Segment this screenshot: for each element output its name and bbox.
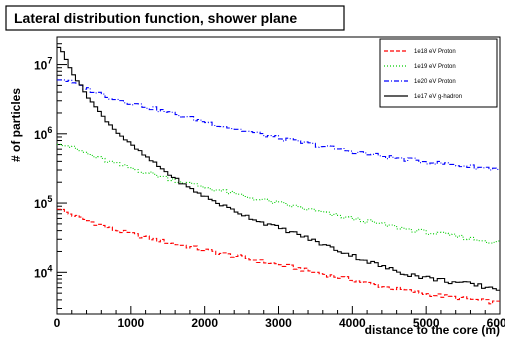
y-tick-label: 104	[34, 263, 52, 280]
data-series	[57, 46, 500, 305]
legend-label: 1e20 eV Proton	[414, 79, 456, 85]
series-line	[57, 46, 500, 291]
y-tick-labels: 104 105 106 107	[34, 56, 52, 281]
y-tick-label: 105	[34, 194, 52, 211]
legend-label: 1e19 eV Proton	[414, 64, 456, 70]
y-tick-label: 106	[34, 125, 52, 142]
x-tick-labels: 0 1000 2000 3000 4000 5000 6000	[54, 316, 505, 330]
x-tick-label: 0	[54, 316, 61, 330]
y-tick-label: 107	[34, 56, 52, 73]
legend: 1e18 eV Proton 1e19 eV Proton 1e20 eV Prot…	[379, 38, 498, 108]
x-tick-label: 6000	[487, 316, 505, 330]
x-axis-title: distance to the core (m)	[365, 323, 500, 337]
series-line	[57, 208, 500, 305]
legend-label: 1e17 eV g-hadron	[414, 94, 462, 100]
title-box	[5, 5, 345, 31]
legend-label: 1e18 eV Proton	[414, 49, 456, 55]
x-tick-label: 1000	[117, 316, 144, 330]
tick-marks	[56, 43, 501, 314]
chart-title: Lateral distribution function, shower pl…	[14, 10, 297, 26]
x-tick-label: 3000	[265, 316, 292, 330]
x-tick-label: 5000	[413, 316, 440, 330]
series-line	[57, 79, 500, 171]
x-tick-label: 2000	[191, 316, 218, 330]
legend-box	[379, 38, 498, 108]
series-line	[57, 143, 500, 244]
x-tick-label: 4000	[339, 316, 366, 330]
y-axis-title: # of particles	[9, 88, 23, 162]
